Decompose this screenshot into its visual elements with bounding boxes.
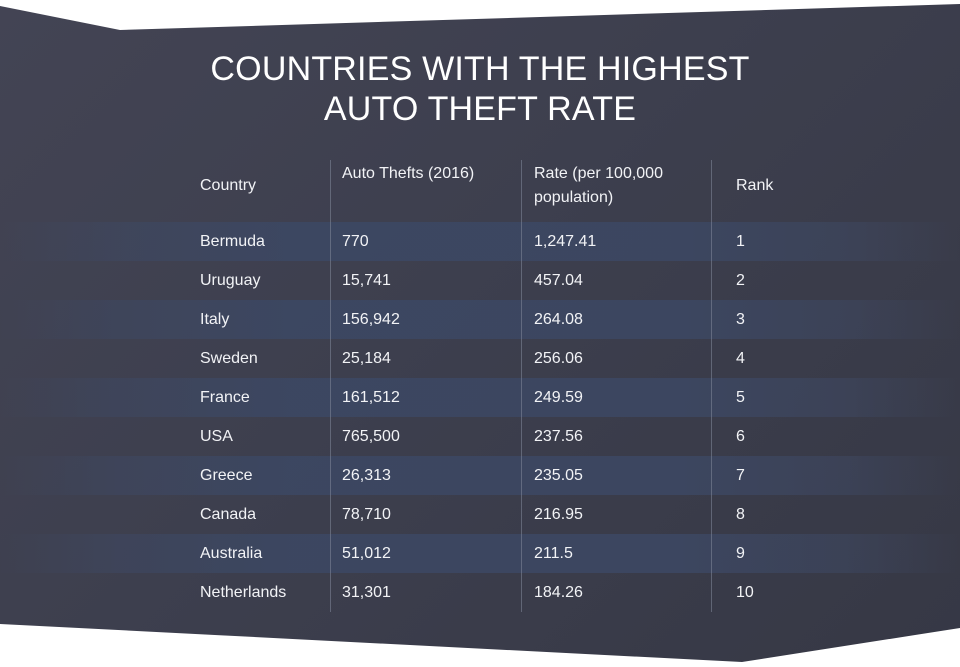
column-divider (330, 160, 331, 612)
column-divider (711, 160, 712, 612)
row-highlight-band (0, 378, 960, 417)
title-line-2: AUTO THEFT RATE (323, 90, 637, 128)
cell-country: USA (200, 428, 233, 445)
page-title: COUNTRIES WITH THE HIGHEST AUTO THEFT RA… (0, 49, 960, 129)
cell-rank: 10 (736, 584, 754, 601)
cell-thefts: 25,184 (342, 350, 391, 367)
cell-rank: 8 (736, 506, 745, 523)
header-country: Country (200, 177, 257, 194)
header-rank: Rank (736, 177, 774, 194)
cell-rate: 211.5 (534, 545, 573, 562)
cell-country: France (200, 389, 250, 406)
cell-country: Italy (200, 311, 230, 328)
cell-country: Sweden (200, 350, 258, 367)
cell-rank: 4 (736, 350, 745, 367)
cell-rank: 6 (736, 428, 745, 445)
cell-country: Bermuda (200, 233, 265, 250)
cell-rate: 237.56 (534, 428, 583, 445)
cell-thefts: 765,500 (342, 428, 400, 445)
cell-rate: 235.05 (534, 467, 583, 484)
cell-rate: 264.08 (534, 311, 583, 328)
cell-rate: 249.59 (534, 389, 583, 406)
cell-country: Australia (200, 545, 263, 562)
header-rate-line-1: Rate (per 100,000 (534, 165, 663, 182)
cell-thefts: 161,512 (342, 389, 400, 406)
title-line-1: COUNTRIES WITH THE HIGHEST (210, 50, 750, 88)
cell-rate: 457.04 (534, 272, 583, 289)
cell-rank: 2 (736, 272, 745, 289)
cell-rank: 5 (736, 389, 745, 406)
column-divider (521, 160, 522, 612)
cell-country: Greece (200, 467, 253, 484)
cell-rate: 1,247.41 (534, 233, 597, 250)
cell-thefts: 78,710 (342, 506, 391, 523)
cell-rate: 216.95 (534, 506, 583, 523)
cell-thefts: 156,942 (342, 311, 400, 328)
cell-rank: 7 (736, 467, 745, 484)
cell-country: Netherlands (200, 584, 287, 601)
header-auto-thefts: Auto Thefts (2016) (342, 165, 475, 182)
cell-rank: 3 (736, 311, 745, 328)
cell-thefts: 51,012 (342, 545, 391, 562)
cell-thefts: 15,741 (342, 272, 391, 289)
row-highlight-band (0, 222, 960, 261)
cell-rate: 256.06 (534, 350, 583, 367)
header-rate: Rate (per 100,000 population) (534, 162, 663, 210)
cell-thefts: 26,313 (342, 467, 391, 484)
cell-country: Uruguay (200, 272, 261, 289)
cell-rank: 9 (736, 545, 745, 562)
row-highlight-band (0, 300, 960, 339)
cell-thefts: 770 (342, 233, 369, 250)
cell-thefts: 31,301 (342, 584, 391, 601)
cell-rate: 184.26 (534, 584, 583, 601)
row-highlight-band (0, 456, 960, 495)
cell-rank: 1 (736, 233, 745, 250)
row-highlight-band (0, 534, 960, 573)
header-rate-line-2: population) (534, 189, 614, 206)
cell-country: Canada (200, 506, 257, 523)
